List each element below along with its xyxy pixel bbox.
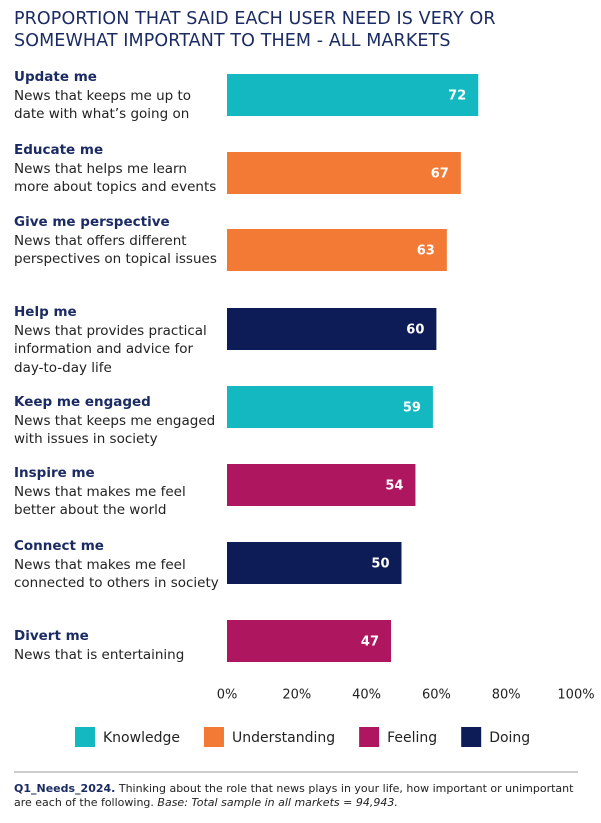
x-tick-label: 40% bbox=[352, 688, 381, 703]
category-name: Help me bbox=[14, 304, 77, 320]
category-name: Divert me bbox=[14, 628, 89, 644]
legend-swatch bbox=[203, 727, 224, 747]
x-tick-label: 60% bbox=[422, 688, 451, 703]
category-label: Help me News that provides practical info… bbox=[14, 303, 219, 377]
value-label: 60 bbox=[406, 323, 424, 338]
category-name: Update me bbox=[14, 69, 97, 85]
legend-swatch bbox=[75, 727, 95, 747]
category-name: Keep me engaged bbox=[14, 394, 151, 410]
footnote-code: Q1_Needs_2024. bbox=[14, 782, 116, 795]
category-description: News that is entertaining bbox=[14, 646, 185, 663]
x-tick-label: 0% bbox=[217, 688, 238, 703]
x-tick-label: 100% bbox=[557, 688, 594, 703]
category-name: Inspire me bbox=[14, 465, 95, 481]
category-description: News that helps me learn more about topi… bbox=[14, 160, 217, 196]
bar bbox=[227, 542, 402, 584]
category-description: News that makes me feel better about the… bbox=[14, 483, 186, 519]
value-label: 50 bbox=[371, 557, 389, 572]
bar bbox=[227, 308, 437, 350]
chart-title: PROPORTION THAT SAID EACH USER NEED IS V… bbox=[14, 9, 496, 51]
x-tick-label: 80% bbox=[492, 688, 521, 703]
legend-swatch bbox=[359, 727, 380, 747]
footnote-base: Base: Total sample in all markets = 94,9… bbox=[157, 796, 398, 809]
bar bbox=[227, 152, 461, 194]
category-label: Update me News that keeps me up to date w… bbox=[14, 68, 219, 124]
bar bbox=[227, 464, 416, 506]
category-label: Inspire me News that makes me feel better… bbox=[14, 464, 219, 520]
category-name: Connect me bbox=[14, 538, 104, 554]
legend-label: Feeling bbox=[387, 730, 437, 746]
value-label: 47 bbox=[361, 635, 379, 650]
category-label: Educate me News that helps me learn more … bbox=[14, 141, 219, 197]
value-label: 67 bbox=[431, 167, 449, 182]
value-label: 54 bbox=[385, 479, 403, 494]
legend-label: Understanding bbox=[232, 730, 335, 746]
bar bbox=[227, 386, 433, 428]
category-description: News that offers different perspectives … bbox=[14, 232, 217, 268]
legend-label: Knowledge bbox=[103, 730, 180, 746]
category-description: News that keeps me engaged with issues i… bbox=[14, 412, 216, 448]
category-label: Give me perspective News that offers diff… bbox=[14, 213, 219, 269]
legend-label: Doing bbox=[489, 730, 530, 746]
category-description: News that provides practical information… bbox=[14, 322, 207, 376]
footnote-text: Thinking about the role that news plays … bbox=[14, 782, 574, 809]
category-label: Keep me engaged News that keeps me engage… bbox=[14, 393, 219, 449]
category-label: Connect me News that makes me feel connec… bbox=[14, 537, 219, 593]
legend-swatch bbox=[461, 727, 482, 747]
category-description: News that keeps me up to date with what’… bbox=[14, 87, 192, 123]
category-name: Give me perspective bbox=[14, 214, 170, 230]
category-name: Educate me bbox=[14, 142, 104, 158]
bar bbox=[227, 74, 479, 116]
bar bbox=[227, 229, 447, 271]
value-label: 72 bbox=[448, 89, 466, 104]
footnote: Q1_Needs_2024. Thinking about the role t… bbox=[14, 782, 584, 810]
value-label: 63 bbox=[417, 244, 435, 259]
value-label: 59 bbox=[403, 401, 421, 416]
x-tick-label: 20% bbox=[282, 688, 311, 703]
category-description: News that makes me feel connected to oth… bbox=[14, 556, 219, 592]
bar bbox=[227, 620, 392, 662]
category-label: Divert me News that is entertaining bbox=[14, 627, 219, 664]
